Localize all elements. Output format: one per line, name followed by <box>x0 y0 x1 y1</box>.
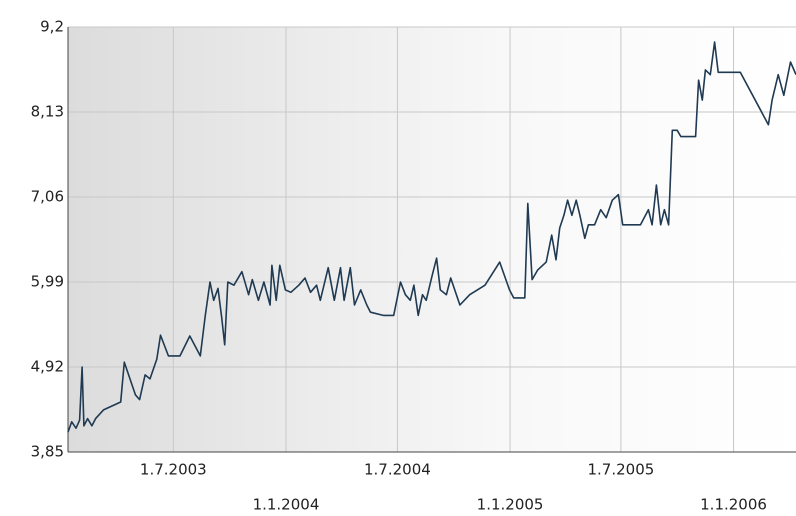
x-tick-label: 1.1.2004 <box>253 496 320 514</box>
y-tick-label: 8,13 <box>31 103 64 121</box>
x-tick-label: 1.7.2005 <box>587 461 654 479</box>
y-tick-label: 5,99 <box>31 273 64 291</box>
x-tick-label: 1.1.2005 <box>477 496 544 514</box>
y-tick-label: 9,2 <box>40 18 64 36</box>
x-tick-label: 1.7.2004 <box>364 461 431 479</box>
plot-background <box>68 27 796 452</box>
y-tick-label: 4,92 <box>31 358 64 376</box>
x-tick-label: 1.7.2003 <box>140 461 207 479</box>
y-tick-label: 7,06 <box>31 188 64 206</box>
y-tick-label: 3,85 <box>31 443 64 461</box>
price-line <box>67 41 796 433</box>
x-tick-label: 1.1.2006 <box>700 496 767 514</box>
